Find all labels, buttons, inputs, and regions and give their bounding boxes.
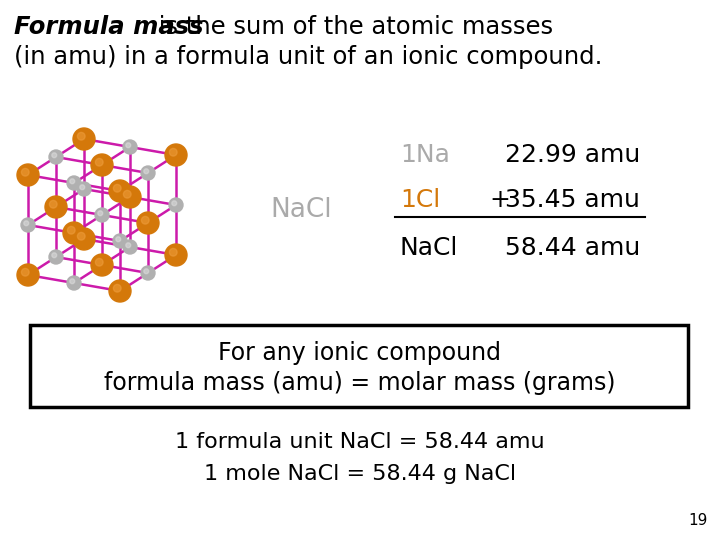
Text: 35.45 amu: 35.45 amu [505, 188, 640, 212]
Text: +: + [490, 188, 519, 212]
Circle shape [52, 253, 57, 258]
Text: For any ionic compound: For any ionic compound [218, 341, 502, 365]
Circle shape [109, 280, 131, 302]
Text: 1Na: 1Na [400, 143, 450, 167]
Text: NaCl: NaCl [400, 236, 459, 260]
Circle shape [114, 285, 121, 292]
Circle shape [50, 200, 57, 208]
Text: Formula mass: Formula mass [14, 15, 204, 39]
Circle shape [80, 185, 85, 190]
Circle shape [113, 234, 127, 248]
Circle shape [17, 164, 39, 186]
Text: 1 formula unit NaCl = 58.44 amu: 1 formula unit NaCl = 58.44 amu [175, 432, 545, 452]
Circle shape [52, 153, 57, 158]
FancyBboxPatch shape [30, 325, 688, 407]
Circle shape [165, 244, 187, 266]
Text: 19: 19 [688, 513, 708, 528]
Circle shape [119, 186, 141, 208]
Circle shape [95, 158, 103, 166]
Text: 22.99 amu: 22.99 amu [505, 143, 640, 167]
Circle shape [169, 148, 177, 156]
Circle shape [144, 169, 149, 174]
Text: 1Cl: 1Cl [400, 188, 440, 212]
Circle shape [126, 243, 131, 248]
Circle shape [126, 143, 131, 148]
Circle shape [123, 240, 137, 254]
Text: formula mass (amu) = molar mass (grams): formula mass (amu) = molar mass (grams) [104, 371, 616, 395]
Circle shape [165, 144, 187, 166]
Circle shape [49, 150, 63, 164]
Circle shape [78, 132, 85, 140]
Circle shape [123, 140, 137, 154]
Circle shape [91, 154, 113, 176]
Circle shape [70, 179, 75, 184]
Circle shape [141, 217, 149, 224]
Circle shape [172, 201, 176, 206]
Circle shape [77, 182, 91, 196]
Text: (in amu) in a formula unit of an ionic compound.: (in amu) in a formula unit of an ionic c… [14, 45, 603, 69]
Circle shape [24, 221, 29, 226]
Circle shape [73, 128, 95, 150]
Circle shape [67, 276, 81, 290]
Circle shape [137, 212, 159, 234]
Circle shape [91, 254, 113, 276]
Circle shape [141, 266, 155, 280]
Text: 1 mole NaCl = 58.44 g NaCl: 1 mole NaCl = 58.44 g NaCl [204, 464, 516, 484]
Circle shape [45, 196, 67, 218]
Circle shape [49, 250, 63, 264]
Text: NaCl: NaCl [270, 197, 332, 223]
Circle shape [95, 259, 103, 266]
Circle shape [95, 208, 109, 222]
Text: is the sum of the atomic masses: is the sum of the atomic masses [151, 15, 553, 39]
Circle shape [169, 198, 183, 212]
Circle shape [73, 228, 95, 250]
Circle shape [141, 166, 155, 180]
Circle shape [98, 211, 103, 215]
Circle shape [17, 264, 39, 286]
Circle shape [68, 226, 75, 234]
Text: 58.44 amu: 58.44 amu [505, 236, 640, 260]
Circle shape [78, 232, 85, 240]
Circle shape [22, 268, 29, 276]
Circle shape [116, 237, 121, 242]
Circle shape [22, 168, 29, 176]
Circle shape [169, 248, 177, 256]
Circle shape [144, 269, 149, 274]
Circle shape [114, 184, 121, 192]
Circle shape [67, 176, 81, 190]
Circle shape [21, 218, 35, 232]
Circle shape [63, 222, 85, 244]
Circle shape [70, 279, 75, 284]
Circle shape [123, 191, 131, 198]
Circle shape [109, 180, 131, 202]
